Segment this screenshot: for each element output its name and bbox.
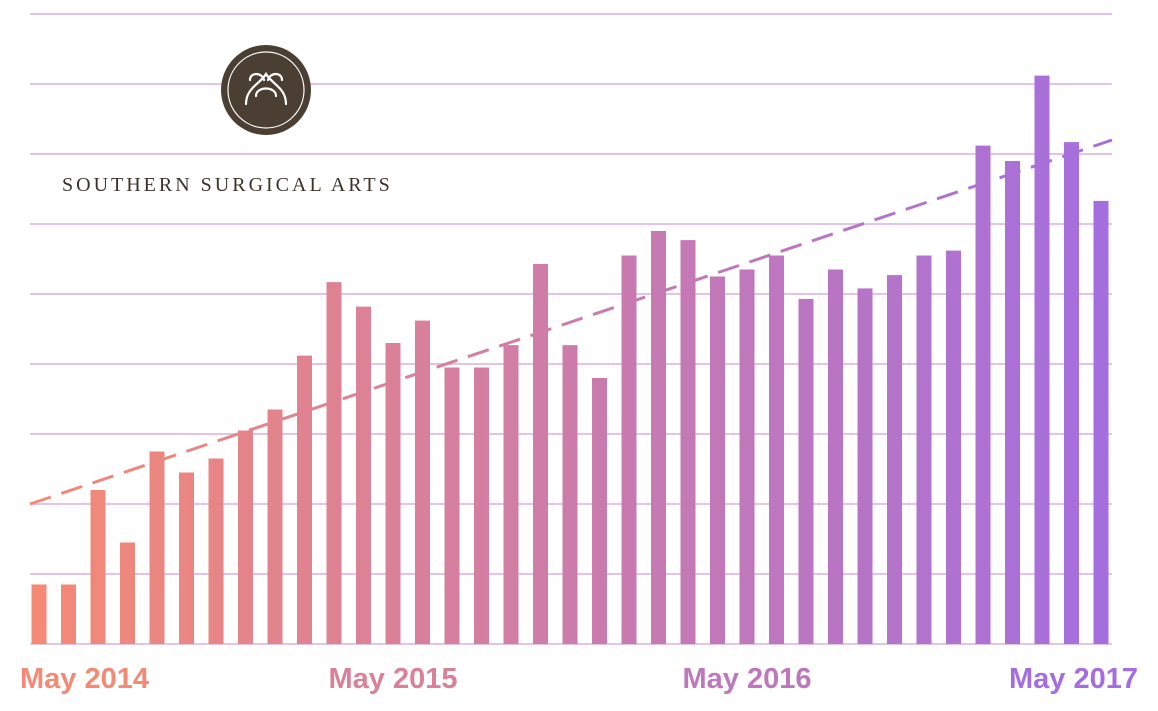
monogram-seal-icon — [221, 45, 311, 135]
bar — [208, 458, 224, 644]
x-tick-label: May 2014 — [20, 663, 149, 695]
x-tick-label: May 2017 — [1009, 663, 1138, 695]
bar — [887, 275, 902, 644]
bar — [326, 282, 342, 644]
trendline-group — [29, 138, 1113, 506]
bar — [739, 269, 755, 644]
bar — [120, 542, 135, 644]
bar — [444, 367, 460, 644]
bar — [61, 584, 76, 644]
brand-name: SOUTHERN SURGICAL ARTS — [62, 174, 393, 196]
bar — [562, 345, 578, 644]
bar — [238, 430, 253, 644]
x-tick-label: May 2016 — [682, 663, 812, 695]
bar — [297, 355, 312, 644]
x-tick-label: May 2015 — [328, 663, 458, 695]
bar — [592, 378, 607, 644]
bar — [31, 584, 47, 644]
bar — [651, 231, 666, 644]
bar — [503, 345, 519, 644]
bar — [474, 367, 489, 644]
bar — [267, 409, 283, 644]
bar — [1034, 75, 1050, 645]
bar — [710, 276, 725, 644]
bar — [533, 263, 548, 644]
trendline — [29, 138, 1113, 506]
bar — [769, 255, 784, 644]
bar — [916, 255, 932, 644]
bar — [356, 306, 371, 644]
bar — [798, 298, 814, 644]
bar — [1064, 142, 1079, 644]
bar — [149, 451, 165, 644]
bar — [1093, 200, 1109, 644]
bar — [680, 240, 696, 644]
bar — [179, 472, 194, 644]
bar — [946, 250, 961, 644]
bar — [415, 320, 430, 644]
bar — [1005, 161, 1020, 644]
bar — [621, 255, 637, 644]
bar — [90, 490, 106, 644]
bar — [975, 145, 991, 644]
bar — [385, 343, 401, 644]
bar — [857, 288, 873, 644]
bars — [31, 75, 1109, 645]
bar — [828, 269, 843, 644]
